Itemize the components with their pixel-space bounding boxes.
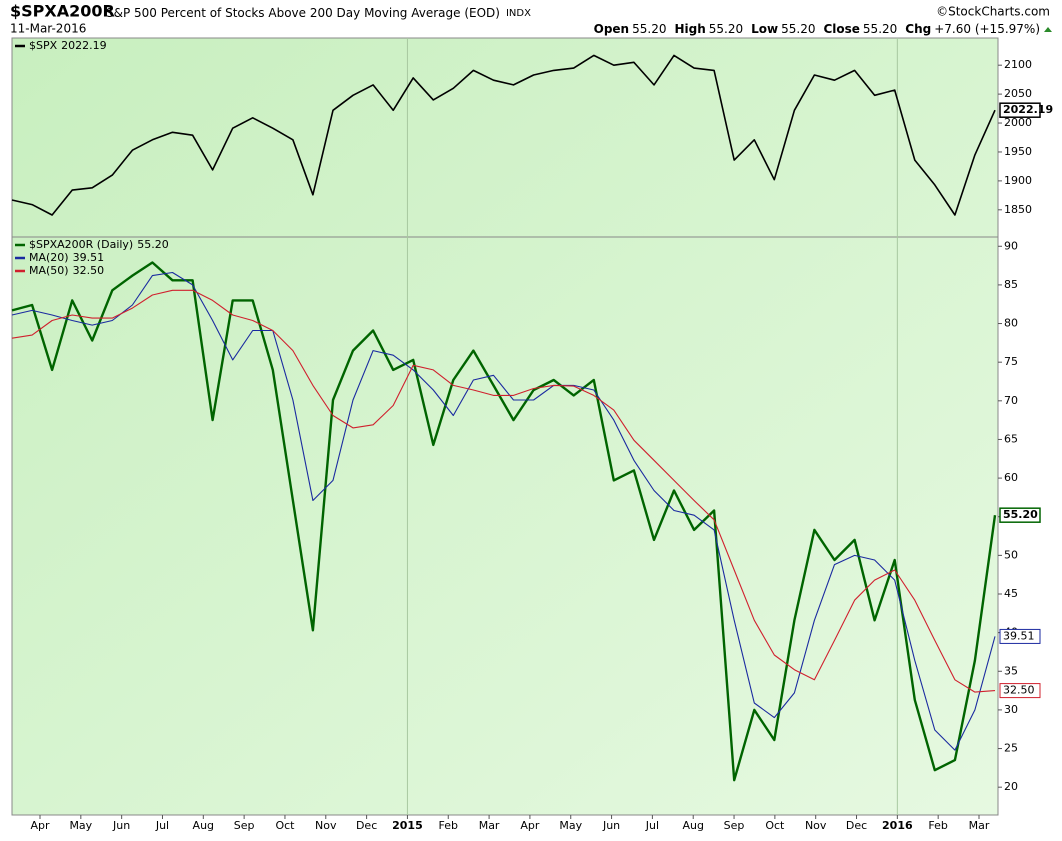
- y-tick-label: 30: [1004, 703, 1018, 716]
- y-tick-label: 20: [1004, 780, 1018, 793]
- last-value-label: 2022.19: [1003, 103, 1053, 116]
- x-tick-label: Dec: [356, 819, 377, 832]
- y-tick-label: 1900: [1004, 174, 1032, 187]
- x-tick-label: Aug: [193, 819, 214, 832]
- legend-name: MA(50): [29, 264, 69, 277]
- y-tick-label: 60: [1004, 471, 1018, 484]
- x-tick-label: May: [69, 819, 92, 832]
- x-tick-label: Oct: [275, 819, 295, 832]
- x-tick-label: Apr: [30, 819, 50, 832]
- x-tick-label: Mar: [479, 819, 500, 832]
- plot-area: [11, 37, 999, 816]
- series-line: [11, 54, 996, 216]
- y-tick-label: 50: [1004, 548, 1018, 561]
- y-tick-label: 75: [1004, 355, 1018, 368]
- legend-entry: $SPX 2022.19: [29, 39, 107, 52]
- quote-value: 55.20: [632, 22, 666, 36]
- x-tick-label: Jul: [645, 819, 659, 832]
- x-tick-label: 2015: [392, 819, 423, 832]
- quote-value: 55.20: [781, 22, 815, 36]
- series-line: [11, 261, 997, 782]
- x-tick-label: Sep: [234, 819, 255, 832]
- x-tick-label: Feb: [928, 819, 947, 832]
- legend-name: MA(20): [29, 251, 69, 264]
- quote-label: Chg: [905, 22, 931, 36]
- date: 11-Mar-2016: [10, 22, 86, 36]
- legend-entry: MA(20) 39.51: [29, 251, 104, 264]
- x-tick-label: Jul: [155, 819, 169, 832]
- exchange: INDX: [506, 8, 531, 19]
- x-tick-label: Apr: [520, 819, 540, 832]
- x-tick-label: Jun: [602, 819, 620, 832]
- last-value-tag: [999, 628, 1041, 644]
- last-value-tag: [999, 683, 1041, 699]
- y-tick-label: 2100: [1004, 58, 1032, 71]
- legend-value: 55.20: [137, 238, 169, 251]
- last-value-tag: [999, 102, 1041, 118]
- x-tick-label: Nov: [315, 819, 337, 832]
- y-tick-label: 2050: [1004, 87, 1032, 100]
- quote-label: Low: [751, 22, 778, 36]
- symbol: $SPXA200R: [10, 2, 115, 21]
- legend-value: 2022.19: [61, 39, 107, 52]
- y-tick-label: 1850: [1004, 203, 1032, 216]
- x-tick-label: Oct: [765, 819, 785, 832]
- quote-label: High: [674, 22, 705, 36]
- description: S&P 500 Percent of Stocks Above 200 Day …: [106, 6, 531, 20]
- credit: ©StockCharts.com: [936, 5, 1050, 19]
- legend-value: 32.50: [73, 264, 105, 277]
- y-tick-label: 1950: [1004, 145, 1032, 158]
- x-tick-label: Mar: [969, 819, 990, 832]
- y-tick-label: 90: [1004, 239, 1018, 252]
- up-arrow: [1044, 27, 1052, 32]
- x-tick-label: Dec: [846, 819, 867, 832]
- y-tick-label: 65: [1004, 432, 1018, 445]
- x-tick-label: Sep: [724, 819, 745, 832]
- x-tick-label: Nov: [805, 819, 827, 832]
- quote-label: Close: [823, 22, 859, 36]
- x-tick-label: 2016: [882, 819, 913, 832]
- y-tick-label: 35: [1004, 664, 1018, 677]
- y-tick-label: 25: [1004, 742, 1018, 755]
- quote-value: 55.20: [863, 22, 897, 36]
- quote-value: +7.60 (+15.97%): [934, 22, 1040, 36]
- legend-entry: $SPXA200R (Daily) 55.20: [29, 238, 169, 251]
- y-tick-label: 45: [1004, 587, 1018, 600]
- x-tick-label: May: [559, 819, 582, 832]
- y-tick-label: 85: [1004, 278, 1018, 291]
- series-line: [11, 289, 996, 693]
- x-tick-label: Aug: [682, 819, 703, 832]
- series-line: [11, 271, 996, 751]
- y-tick-label: 70: [1004, 394, 1018, 407]
- last-value-label: 39.51: [1003, 629, 1035, 642]
- last-value-tag: [999, 507, 1041, 523]
- legend-entry: MA(50) 32.50: [29, 264, 104, 277]
- legend-name: $SPXA200R (Daily): [29, 238, 133, 251]
- y-tick-label: 2000: [1004, 116, 1032, 129]
- x-tick-label: Feb: [439, 819, 458, 832]
- quote-value: 55.20: [709, 22, 743, 36]
- last-value-label: 55.20: [1003, 508, 1038, 521]
- last-value-label: 32.50: [1003, 684, 1035, 697]
- x-tick-label: Jun: [112, 819, 130, 832]
- quote: Open 55.20 High 55.20 Low 55.20 Close 55.20 Chg +…: [594, 22, 1040, 36]
- legend-value: 39.51: [73, 251, 105, 264]
- legend-name: $SPX: [29, 39, 58, 52]
- description-text: S&P 500 Percent of Stocks Above 200 Day …: [106, 6, 500, 20]
- quote-label: Open: [594, 22, 629, 36]
- y-tick-label: 80: [1004, 317, 1018, 330]
